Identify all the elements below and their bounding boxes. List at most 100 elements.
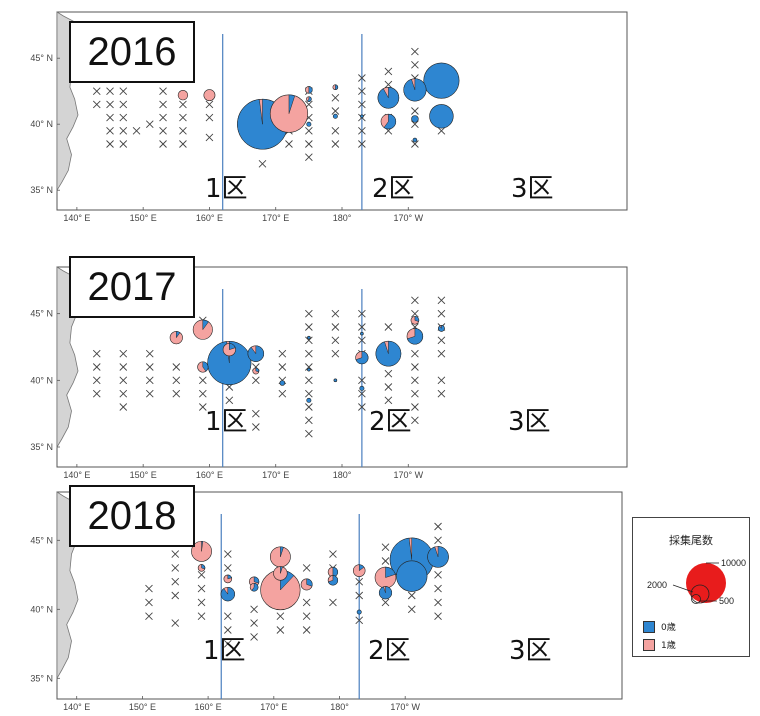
station-cross	[258, 159, 267, 168]
lon-tick-label: 170° E	[262, 213, 289, 223]
station-cross	[171, 591, 180, 600]
lat-tick-label: 35° N	[30, 442, 53, 452]
cross-stroke	[411, 296, 419, 305]
cross-stroke	[172, 389, 181, 398]
pie-age0	[253, 576, 260, 584]
catch-pie	[269, 94, 309, 133]
legend-label-age0: 0歳	[661, 623, 676, 633]
cross-stroke	[252, 409, 260, 418]
pie-age0	[427, 546, 449, 568]
cross-stroke	[197, 612, 206, 621]
cross-stroke	[145, 584, 153, 593]
station-cross	[305, 126, 313, 135]
station-cross	[331, 126, 340, 135]
catch-pie	[306, 96, 312, 102]
pie-age0	[307, 96, 312, 102]
cross-stroke	[276, 612, 285, 621]
cross-stroke	[381, 557, 390, 565]
legend-circle-large	[686, 563, 726, 603]
station-cross	[384, 323, 393, 331]
station-cross	[331, 323, 340, 331]
cross-stroke	[437, 336, 446, 345]
station-cross	[305, 153, 313, 162]
station-cross	[119, 349, 128, 358]
catch-pie	[252, 367, 260, 375]
cross-stroke	[197, 598, 206, 607]
catch-pie	[222, 343, 236, 357]
station-cross	[171, 564, 180, 572]
station-cross	[205, 113, 214, 122]
station-cross	[198, 389, 207, 398]
cross-stroke	[159, 126, 167, 135]
cross-stroke	[276, 626, 285, 634]
station-cross	[119, 363, 128, 371]
lon-tick-label: 180°	[333, 213, 352, 223]
cross-stroke	[250, 633, 258, 641]
pie-age0	[280, 546, 284, 557]
cross-stroke	[358, 87, 366, 96]
station-cross	[305, 309, 313, 318]
station-cross	[171, 550, 180, 558]
cross-stroke	[171, 577, 180, 586]
pie-age1	[177, 90, 189, 101]
station-cross	[437, 376, 446, 385]
station-cross	[132, 126, 141, 135]
station-cross	[305, 363, 313, 371]
lon-tick-label: 140° E	[63, 213, 90, 223]
cross-stroke	[331, 93, 340, 102]
station-cross	[159, 113, 167, 122]
station-cross	[92, 100, 101, 109]
cross-stroke	[381, 598, 390, 607]
station-cross	[92, 389, 101, 398]
pie-age0	[356, 609, 362, 615]
zone-label-3: 3区	[508, 407, 551, 437]
station-cross	[223, 639, 232, 648]
station-cross	[171, 577, 180, 586]
cross-stroke	[434, 536, 442, 545]
station-cross	[179, 140, 187, 148]
pie-age0	[335, 84, 339, 91]
pie-age0	[438, 325, 445, 332]
cross-stroke	[358, 323, 366, 331]
station-cross	[437, 309, 446, 318]
cross-stroke	[407, 591, 416, 600]
cross-stroke	[434, 570, 442, 579]
cross-stroke	[411, 416, 419, 425]
cross-stroke	[119, 349, 128, 358]
lon-tick-label: 180°	[333, 470, 352, 480]
pie-age0	[411, 115, 419, 123]
cross-stroke	[171, 564, 180, 572]
station-cross	[355, 616, 364, 625]
cross-stroke	[358, 389, 366, 398]
catch-pie	[360, 331, 364, 336]
cross-stroke	[92, 349, 101, 358]
station-cross	[331, 336, 340, 345]
cross-stroke	[355, 616, 364, 625]
pie-age0	[358, 564, 365, 572]
station-cross	[145, 376, 154, 385]
catch-pie	[375, 340, 402, 367]
cross-stroke	[106, 100, 114, 109]
catch-pie	[269, 546, 291, 568]
pie-age0	[308, 86, 313, 94]
cross-stroke	[197, 570, 206, 579]
station-cross	[252, 423, 260, 431]
catch-pie	[306, 397, 312, 403]
station-cross	[276, 626, 285, 634]
lon-tick-label: 160° E	[196, 470, 223, 480]
catch-pie	[307, 367, 311, 372]
cross-stroke	[198, 403, 207, 411]
catch-pie	[300, 578, 313, 591]
cross-stroke	[159, 87, 167, 96]
station-cross	[434, 570, 442, 579]
cross-stroke	[411, 107, 419, 115]
cross-stroke	[407, 605, 416, 614]
station-cross	[179, 100, 187, 109]
cross-stroke	[250, 619, 258, 627]
legend-swatch-age1	[643, 638, 655, 651]
catch-pie	[403, 78, 427, 102]
station-cross	[331, 107, 340, 115]
station-cross	[305, 140, 313, 148]
station-cross	[331, 309, 340, 318]
catch-pie	[247, 345, 265, 362]
